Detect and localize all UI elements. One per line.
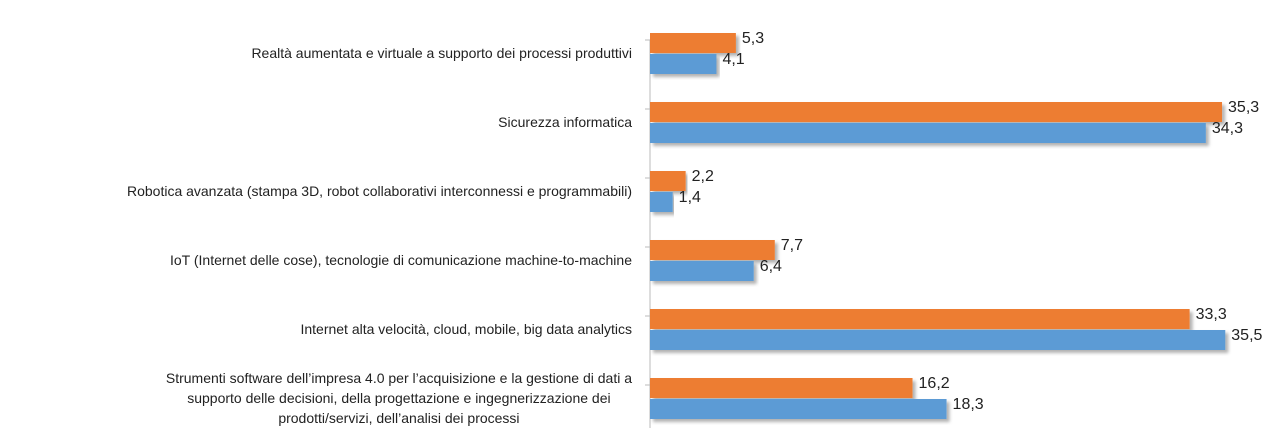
data-label: 16,2 — [919, 375, 950, 392]
data-label: 4,1 — [722, 51, 744, 68]
category-label: Sicurezza informatica — [498, 114, 632, 130]
bar — [650, 123, 1206, 143]
category-label: IoT (Internet delle cose), tecnologie di… — [170, 252, 632, 268]
bar — [650, 54, 717, 74]
category-label: Internet alta velocità, cloud, mobile, b… — [300, 321, 632, 337]
category-label: Strumenti software dell’impresa 4.0 per … — [165, 370, 632, 426]
data-label: 18,3 — [953, 396, 984, 413]
bar — [650, 33, 736, 53]
bar — [650, 192, 673, 212]
data-label: 34,3 — [1212, 120, 1243, 137]
category-label: Robotica avanzata (stampa 3D, robot coll… — [126, 183, 632, 199]
data-label: 35,3 — [1228, 99, 1259, 116]
bar — [650, 102, 1223, 122]
data-label: 6,4 — [760, 258, 782, 275]
bar — [650, 378, 913, 398]
data-label: 5,3 — [742, 30, 764, 47]
bar — [650, 261, 754, 281]
data-label: 7,7 — [781, 237, 803, 254]
bar — [650, 171, 686, 191]
data-label: 2,2 — [692, 168, 714, 185]
category-label: Realtà aumentata e virtuale a supporto d… — [251, 45, 632, 61]
data-label: 33,3 — [1196, 306, 1227, 323]
bar — [650, 309, 1190, 329]
data-label: 35,5 — [1231, 327, 1262, 344]
bar — [650, 330, 1226, 350]
data-label: 1,4 — [679, 189, 701, 206]
bar — [650, 399, 947, 419]
bar — [650, 240, 775, 260]
